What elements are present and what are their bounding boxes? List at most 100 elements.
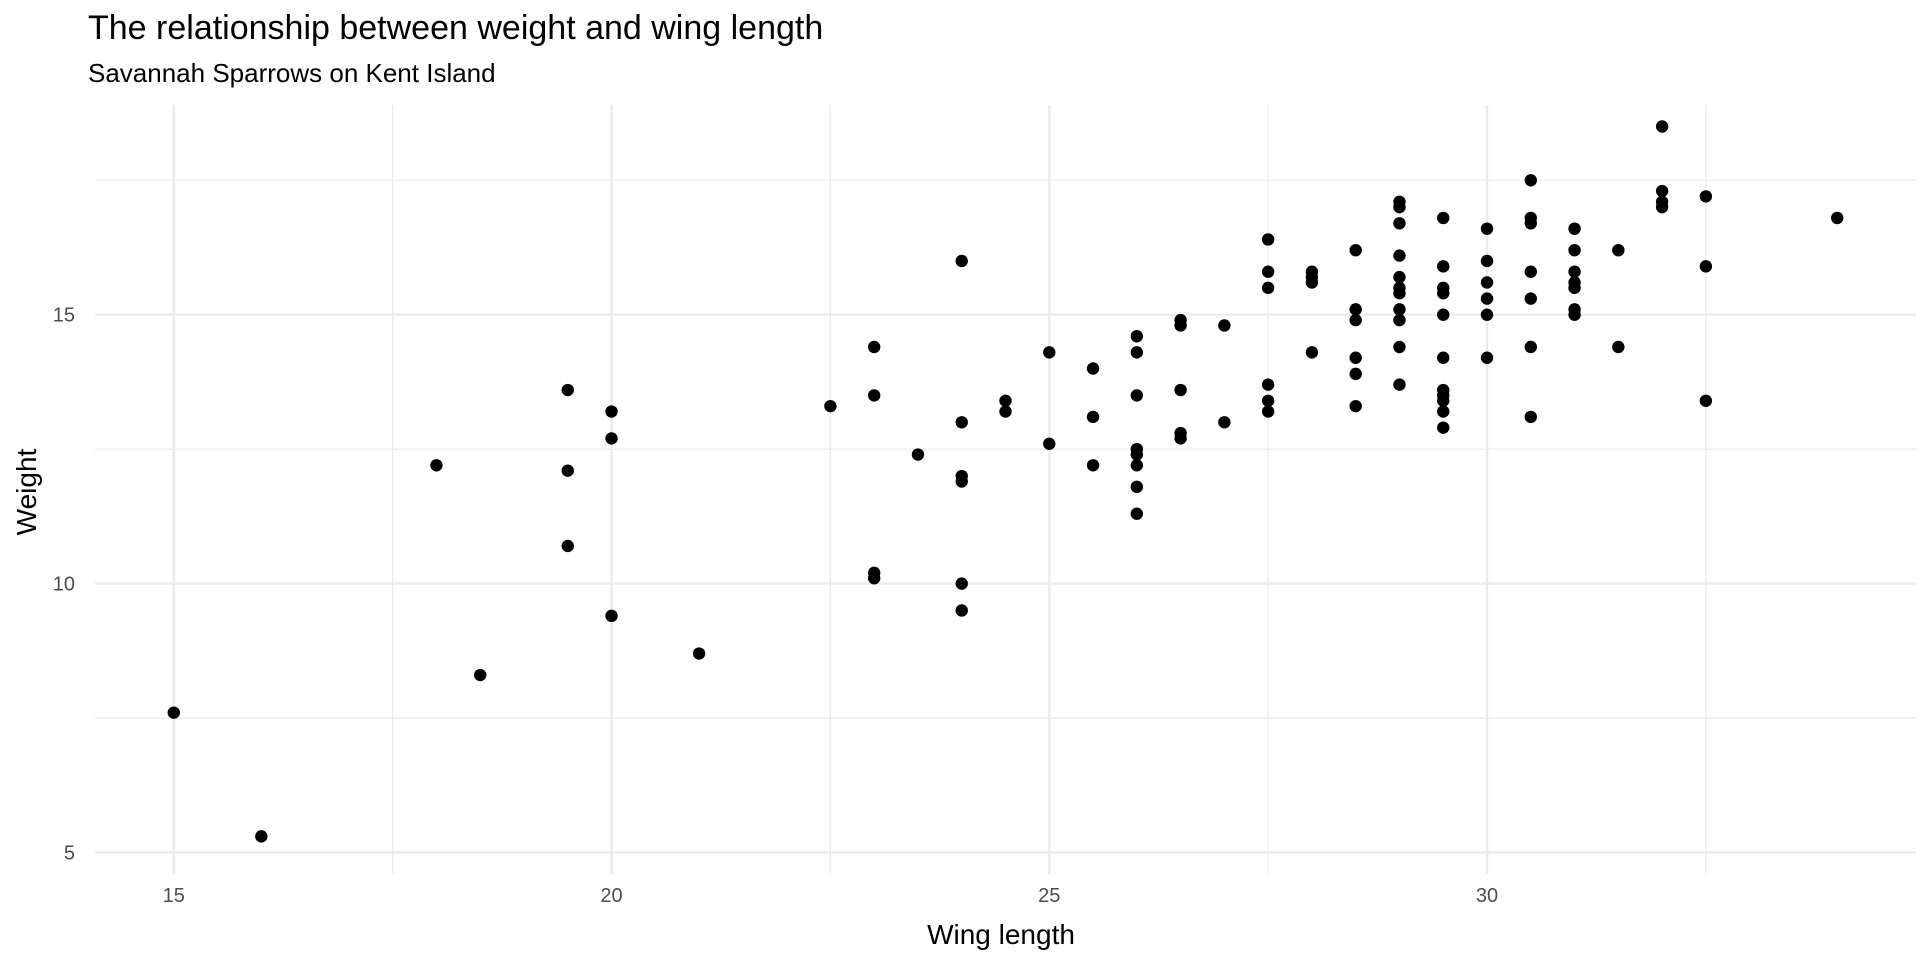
data-point [1437,211,1450,225]
data-point [1612,243,1625,257]
x-tick-label: 25 [1038,885,1060,907]
data-point [1524,410,1537,424]
data-point [1130,507,1144,520]
data-point [1349,351,1362,364]
data-point [1043,437,1056,450]
data-point [1393,217,1406,230]
y-tick-label: 10 [53,574,75,596]
data-point [1480,276,1494,289]
data-point [605,405,618,418]
data-point [1480,222,1494,235]
data-point [1393,200,1406,214]
data-point [1437,405,1450,418]
data-point [955,577,968,590]
data-point [1524,217,1537,230]
data-point [1261,378,1275,391]
data-point [1480,254,1494,268]
data-point [1043,346,1056,359]
data-point [1480,292,1494,305]
data-point [1437,287,1450,300]
data-point [1393,378,1406,391]
data-point [1437,351,1450,364]
data-point [561,464,574,477]
data-point [1568,281,1581,295]
y-tick-label: 5 [64,842,75,864]
data-point [1393,303,1406,316]
data-point [605,609,618,623]
data-point [1568,243,1581,257]
data-point [1831,211,1844,225]
data-point [1437,260,1450,273]
data-point [1349,367,1362,381]
data-point [911,448,925,461]
data-point [1655,120,1669,133]
data-point [1524,292,1537,305]
data-point [1130,480,1144,494]
data-point [692,647,706,660]
data-point [1437,394,1450,407]
data-point [1524,174,1537,187]
data-point [1174,319,1187,332]
data-point [867,389,881,402]
data-point [999,394,1012,407]
data-point [1086,410,1100,424]
data-point [1261,394,1275,407]
data-point [955,475,968,488]
data-point [824,399,837,413]
data-point [1130,448,1144,461]
y-tick-label: 15 [53,305,75,327]
data-point [1261,405,1275,418]
data-point [430,459,443,472]
data-point [955,416,968,429]
data-point [561,539,574,553]
data-point [1393,287,1406,300]
data-point [1305,346,1319,359]
data-point [1349,303,1362,316]
data-point [1393,270,1406,284]
data-point [1086,362,1100,375]
data-point [605,432,618,445]
x-axis-title: Wing length [927,919,1075,950]
data-point [1699,190,1713,203]
data-point [1130,330,1144,343]
data-point [1568,222,1581,235]
data-point [1612,340,1625,354]
data-point [1349,399,1362,413]
data-point [1305,276,1319,289]
tick-labels: 15 20 25 30 5 10 15 [53,305,1498,907]
data-point [1524,340,1537,354]
data-point [867,340,881,354]
data-point [1261,265,1275,278]
data-point [1349,243,1362,257]
data-point [955,254,968,268]
data-point [1568,265,1581,278]
data-point [1261,281,1275,295]
data-point [1218,416,1231,429]
x-tick-label: 15 [163,885,185,907]
data-point [1393,249,1406,262]
chart-subtitle: Savannah Sparrows on Kent Island [88,58,496,88]
data-point [1130,346,1144,359]
data-point [1655,184,1669,198]
data-point [1437,308,1450,321]
data-points [167,120,1844,843]
data-point [1524,265,1537,278]
data-point [1174,383,1187,397]
data-point [474,668,487,682]
data-point [1568,308,1581,321]
data-point [1174,432,1187,445]
data-point [1699,394,1713,407]
data-point [1349,313,1362,327]
data-point [167,706,180,719]
x-tick-label: 30 [1476,885,1498,907]
data-point [561,383,574,397]
data-point [1437,421,1450,434]
chart-title: The relationship between weight and wing… [88,9,823,47]
data-point [1480,308,1494,321]
y-axis-title: Weight [11,448,42,535]
data-point [1086,459,1100,472]
data-point [1393,313,1406,327]
data-point [1130,459,1144,472]
data-point [255,830,268,843]
